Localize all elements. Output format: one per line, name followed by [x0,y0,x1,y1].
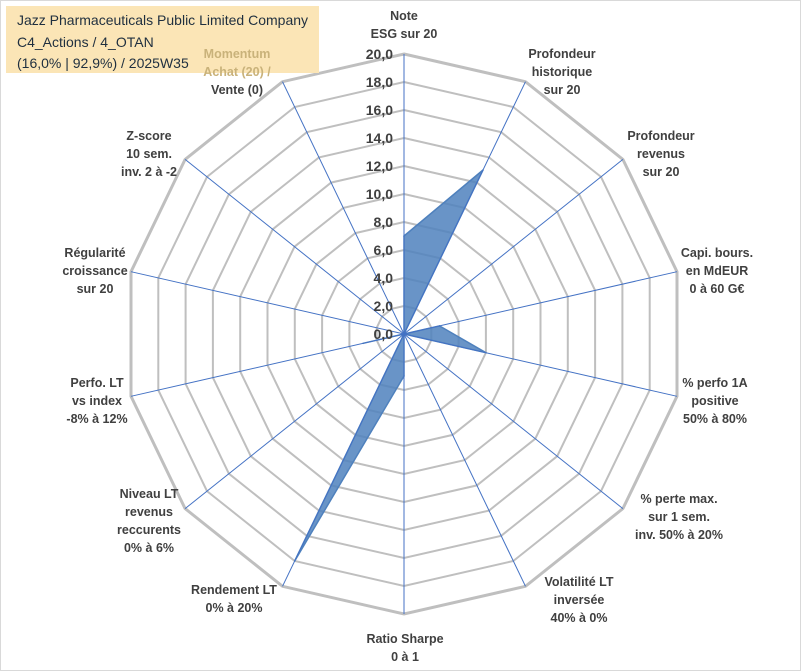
axis-label: Note ESG sur 20 [371,9,438,41]
axis-label: % perfo 1A positive 50% à 80% [682,376,747,426]
axis-label: Z-score 10 sem. inv. 2 à -2 [121,129,177,179]
axis-label: % perte max. sur 1 sem. inv. 50% à 20% [635,492,723,542]
company-name: Jazz Pharmaceuticals Public Limited Comp… [17,12,309,28]
title-box: Jazz Pharmaceuticals Public Limited Comp… [6,6,319,73]
axis-spoke [403,81,526,335]
tick-label: 0,0 [374,326,394,342]
axis-label: Profondeur historique sur 20 [528,47,595,97]
axis-spoke [184,333,405,509]
axis-label: Ratio Sharpe 0 à 1 [366,632,443,664]
tick-label: 14,0 [366,130,393,146]
tick-label: 20,0 [366,46,393,62]
tick-label: 8,0 [374,214,394,230]
axis-label: Niveau LT revenus reccurents 0% à 6% [117,487,181,555]
axis-label: Perfo. LT vs index -8% à 12% [66,376,127,426]
axis-label: Profondeur revenus sur 20 [627,129,694,179]
tick-label: 16,0 [366,102,393,118]
tick-label: 10,0 [366,186,393,202]
tick-label: 4,0 [374,270,394,286]
tick-label: 18,0 [366,74,393,90]
radar-axes [130,54,678,614]
axis-spoke [282,333,405,587]
axis-spoke [184,159,405,335]
radar-axis-labels: Note ESG sur 20 Profondeur historique sur 20… [62,9,753,664]
score-line: (16,0% | 92,9%) / 2025W35 [17,55,189,71]
axis-spoke [403,333,624,509]
tick-label: 2,0 [374,298,394,314]
axis-label: Volatilité LT inversée 40% à 0% [545,575,614,625]
category-line: C4_Actions / 4_OTAN [17,34,154,50]
tick-label: 6,0 [374,242,394,258]
radar-tick-labels: 0,0 2,0 4,0 6,0 8,0 10,0 12,0 14,0 16,0 18,0 20,0 [366,46,393,342]
axis-spoke [130,333,405,397]
axis-spoke [403,333,526,587]
axis-label: Régularité croissance sur 20 [62,246,127,296]
axis-spoke [130,271,405,335]
axis-spoke [282,81,405,335]
axis-spoke [403,271,678,335]
axis-spoke [403,159,624,335]
axis-label: Capi. bours. en MdEUR 0 à 60 G€ [681,246,753,296]
axis-label: Rendement LT 0% à 20% [191,583,277,615]
tick-label: 12,0 [366,158,393,174]
axis-spoke [403,333,678,397]
